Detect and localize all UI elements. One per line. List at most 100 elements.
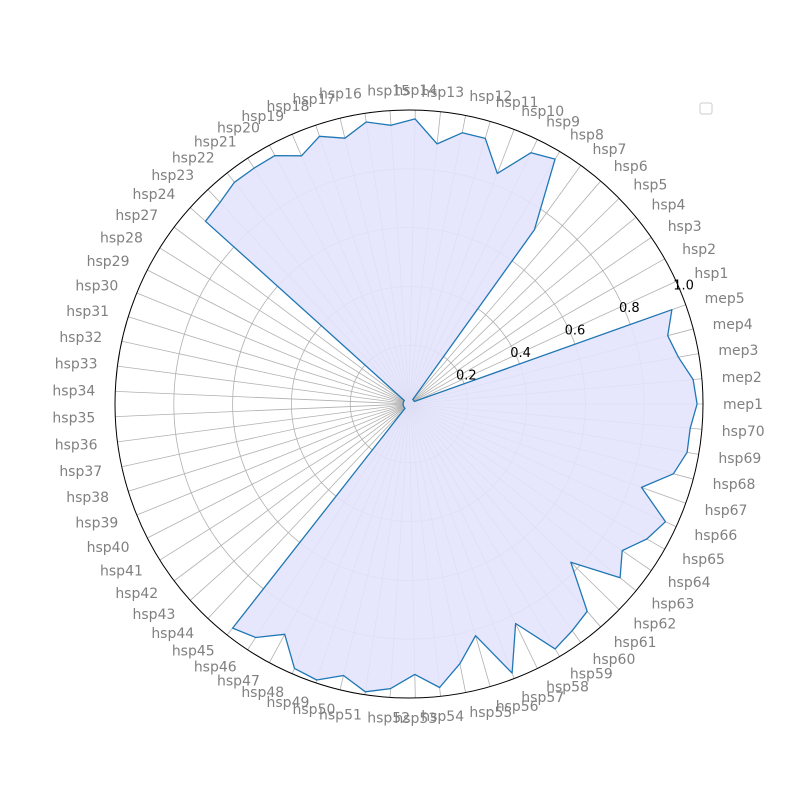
- category-label: hsp29: [87, 254, 130, 270]
- category-label: hsp27: [115, 208, 158, 224]
- category-label: hsp54: [421, 709, 464, 725]
- radial-tick-label: 1.0: [673, 279, 694, 294]
- category-label: mep1: [723, 397, 763, 413]
- grid-spoke: [115, 390, 410, 405]
- category-label: hsp61: [614, 635, 657, 651]
- grid-spoke: [136, 403, 410, 516]
- polar-frame: [114, 109, 704, 699]
- category-label: mep5: [705, 291, 745, 307]
- category-label: hsp7: [593, 142, 627, 158]
- category-label: hsp24: [133, 187, 176, 203]
- category-label: hsp21: [194, 135, 237, 151]
- category-label: hsp65: [682, 552, 725, 568]
- category-label: hsp47: [217, 673, 260, 689]
- grid-spoke: [136, 292, 410, 405]
- category-label: hsp58: [546, 680, 589, 696]
- grid-spoke: [121, 403, 410, 468]
- grid-spoke: [408, 180, 601, 405]
- category-label: hsp48: [241, 685, 284, 701]
- category-label: hsp13: [421, 85, 464, 101]
- category-label: hsp5: [633, 177, 667, 193]
- category-label: hsp17: [293, 92, 336, 108]
- category-label: hsp19: [241, 109, 284, 125]
- radial-tick-label: 0.8: [619, 301, 640, 316]
- grid-spoke: [147, 269, 410, 405]
- radial-tick-label: 0.6: [565, 324, 586, 339]
- category-label: hsp62: [633, 617, 676, 633]
- category-label: hsp44: [151, 626, 194, 642]
- category-label: mep2: [722, 370, 762, 386]
- legend-box: [699, 102, 713, 115]
- radial-tick-labels: 0.2 0.4 0.6 0.8 1.0: [456, 279, 694, 384]
- grid-spoke: [408, 237, 652, 405]
- category-label: hsp9: [546, 115, 580, 131]
- category-label: hsp49: [267, 695, 310, 711]
- category-label: hsp60: [593, 652, 636, 668]
- category-label: hsp41: [100, 564, 143, 580]
- category-label: hsp55: [469, 705, 512, 721]
- category-label: hsp23: [151, 168, 194, 184]
- grid-spoke: [128, 403, 410, 492]
- grid-spoke: [128, 316, 410, 405]
- radial-tick-label: 0.4: [510, 346, 531, 361]
- category-label: hsp40: [87, 540, 130, 556]
- grid-spoke: [117, 403, 410, 443]
- frame-layer: [114, 109, 704, 699]
- category-label: hsp2: [682, 242, 716, 258]
- grid-spoke: [207, 403, 410, 619]
- grid-spoke: [173, 226, 410, 405]
- category-label: hsp11: [496, 95, 539, 111]
- category-label: hsp51: [319, 707, 362, 723]
- category-label: hsp50: [293, 702, 336, 718]
- grid-spoke: [121, 340, 410, 405]
- radial-tick-label: 0.2: [456, 369, 477, 384]
- category-label: hsp69: [718, 451, 761, 467]
- category-label: hsp14: [394, 83, 437, 99]
- category-label: hsp46: [194, 660, 237, 676]
- category-label: hsp56: [496, 699, 539, 715]
- category-label: hsp53: [394, 711, 437, 727]
- category-label: hsp34: [52, 384, 95, 400]
- category-label: mep3: [718, 343, 758, 359]
- grid-spoke: [159, 247, 410, 405]
- category-label: hsp35: [52, 411, 95, 427]
- category-label: hsp22: [172, 150, 215, 166]
- grid-spoke: [189, 403, 410, 601]
- category-label: hsp70: [722, 424, 765, 440]
- category-label: hsp63: [652, 597, 695, 613]
- category-label: hsp20: [217, 121, 260, 137]
- category-label: hsp12: [469, 89, 512, 105]
- category-label: hsp31: [66, 304, 109, 320]
- category-label: hsp18: [267, 99, 310, 115]
- category-label: mep4: [713, 317, 753, 333]
- category-label: hsp15: [367, 84, 410, 100]
- category-label: hsp32: [59, 330, 102, 346]
- category-label: hsp33: [55, 357, 98, 373]
- category-label: hsp43: [133, 607, 176, 623]
- grid-spoke: [408, 198, 620, 405]
- category-label: hsp67: [705, 503, 748, 519]
- grid-spoke: [115, 403, 410, 418]
- series-layer: [204, 118, 698, 693]
- category-label: hsp64: [668, 575, 711, 591]
- category-labels: mep1 mep2 mep3 mep4 mep5 hsp1 hsp2 hsp3 hsp4 hsp5…: [52, 83, 764, 727]
- grid-spoke: [408, 258, 665, 405]
- category-label: hsp38: [66, 490, 109, 506]
- grid-spoke: [147, 403, 410, 539]
- category-label: hsp16: [319, 87, 362, 103]
- category-label: hsp59: [570, 667, 613, 683]
- category-label: hsp4: [652, 198, 686, 214]
- category-label: hsp6: [614, 159, 648, 175]
- grid-spoke: [408, 216, 637, 405]
- category-label: hsp37: [59, 464, 102, 480]
- category-label: hsp39: [75, 516, 118, 532]
- category-label: hsp36: [55, 437, 98, 453]
- category-label: hsp68: [713, 477, 756, 493]
- category-label: hsp10: [521, 104, 564, 120]
- category-label: hsp8: [570, 127, 604, 143]
- grid-spoke: [159, 403, 410, 561]
- category-label: hsp42: [115, 586, 158, 602]
- series-area: [205, 118, 698, 692]
- category-label: hsp28: [100, 230, 143, 246]
